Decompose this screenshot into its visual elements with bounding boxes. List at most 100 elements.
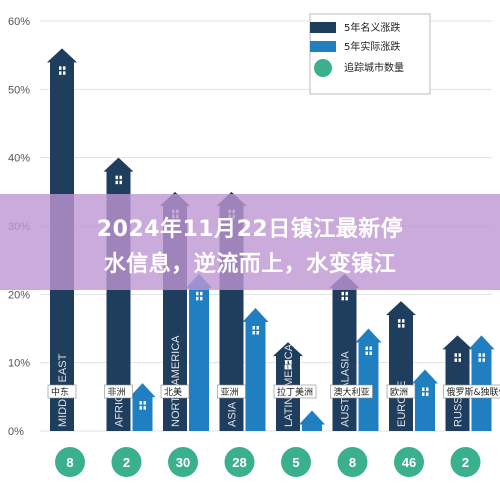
window [252, 331, 255, 335]
window [369, 346, 372, 350]
category-label: 澳大利亚 [334, 386, 370, 398]
legend-nominal-icon [310, 22, 336, 33]
y-tick-label: 50% [8, 84, 30, 96]
window [119, 180, 122, 185]
overlay-headline-line-2: 水信息，逆流而上，水变镇江 [103, 252, 397, 277]
window [454, 358, 457, 362]
window [478, 353, 481, 357]
city-count-value: 5 [292, 455, 299, 470]
window [482, 353, 485, 357]
window [478, 358, 481, 362]
window [143, 401, 146, 405]
legend-label-count: 追踪城市数量 [344, 61, 404, 74]
city-count-circle [450, 447, 481, 477]
legend-label-nominal: 5年名义涨跌 [344, 21, 400, 34]
category-label: 中东 [51, 386, 69, 398]
category-label: 北美 [164, 386, 182, 398]
window [119, 175, 122, 180]
window [139, 406, 142, 410]
city-count-circle [168, 447, 198, 477]
city-count-circle [394, 447, 424, 477]
category-label: 俄罗斯&独联体 [447, 386, 500, 398]
window [402, 324, 405, 328]
bar-real [129, 383, 156, 431]
bar-real [355, 328, 382, 431]
category-label-box [330, 384, 373, 399]
category-label-box [273, 384, 317, 399]
category-label-box [104, 384, 133, 399]
window [365, 351, 368, 355]
window [115, 180, 118, 185]
legend-label-real: 5年实际涨跌 [344, 40, 400, 53]
category-label: 欧洲 [390, 386, 408, 398]
window [402, 319, 405, 323]
category-label-box [217, 384, 246, 399]
window [63, 66, 66, 70]
window [369, 351, 372, 355]
y-tick-label: 10% [8, 358, 30, 370]
city-count-value: 2 [123, 455, 130, 470]
window [482, 358, 485, 362]
bar-real [299, 410, 325, 431]
y-tick-label: 60% [8, 16, 30, 28]
window [196, 291, 199, 296]
window [458, 358, 461, 362]
window [426, 387, 429, 391]
window [285, 360, 288, 364]
bar-group: AUSTRALASIA澳大利亚 [329, 273, 382, 431]
legend-real-icon [310, 41, 336, 52]
window [200, 291, 203, 296]
legend: 5年名义涨跌 5年实际涨跌 追踪城市数量 [309, 13, 431, 95]
window [139, 401, 142, 405]
window [341, 296, 344, 301]
window [345, 296, 348, 301]
city-count-row: 8 2 30 28 5 8 46 2 [55, 447, 481, 477]
window [365, 346, 368, 350]
overlay-headline-line-1: 2024年11月22日镇江最新停 [96, 217, 404, 242]
city-count-circle [55, 447, 85, 477]
city-count-circle [111, 447, 142, 477]
city-count-value: 2 [462, 455, 469, 470]
category-label: 非洲 [108, 386, 126, 398]
window [398, 319, 401, 323]
city-count-value: 30 [176, 455, 190, 470]
city-count-circle [337, 447, 368, 477]
window [63, 71, 66, 75]
window [200, 296, 203, 301]
category-label-box [160, 384, 190, 399]
category-label: 亚洲 [221, 387, 239, 398]
bar-real [412, 369, 438, 431]
title-overlay-banner: 2024年11月22日镇江最新停 水信息，逆流而上，水变镇江 [0, 194, 500, 290]
city-count-value: 28 [232, 455, 246, 470]
window [458, 353, 461, 357]
window [256, 326, 259, 330]
window [256, 331, 259, 335]
bar-real [242, 308, 269, 431]
city-count-circle [224, 447, 255, 477]
y-tick-label: 40% [8, 153, 30, 165]
window [143, 406, 146, 410]
bar-group: LATIN AMERICA拉丁美洲 [273, 342, 325, 431]
window [59, 71, 62, 75]
window [422, 387, 425, 391]
window [252, 326, 255, 330]
city-count-value: 8 [66, 455, 73, 470]
window [289, 365, 292, 369]
window [345, 291, 348, 296]
bar-real [186, 273, 212, 431]
category-label-box [386, 384, 416, 399]
category-label-box [443, 384, 500, 399]
bar-nominal [386, 301, 416, 431]
city-count-value: 46 [402, 455, 416, 470]
window [454, 353, 457, 357]
legend-count-icon [314, 59, 332, 77]
window [196, 296, 199, 301]
window [398, 324, 401, 328]
bar-real [468, 335, 495, 431]
category-label-box [47, 384, 77, 399]
bar-nominal [442, 335, 473, 431]
window [426, 392, 429, 396]
window [115, 175, 118, 180]
